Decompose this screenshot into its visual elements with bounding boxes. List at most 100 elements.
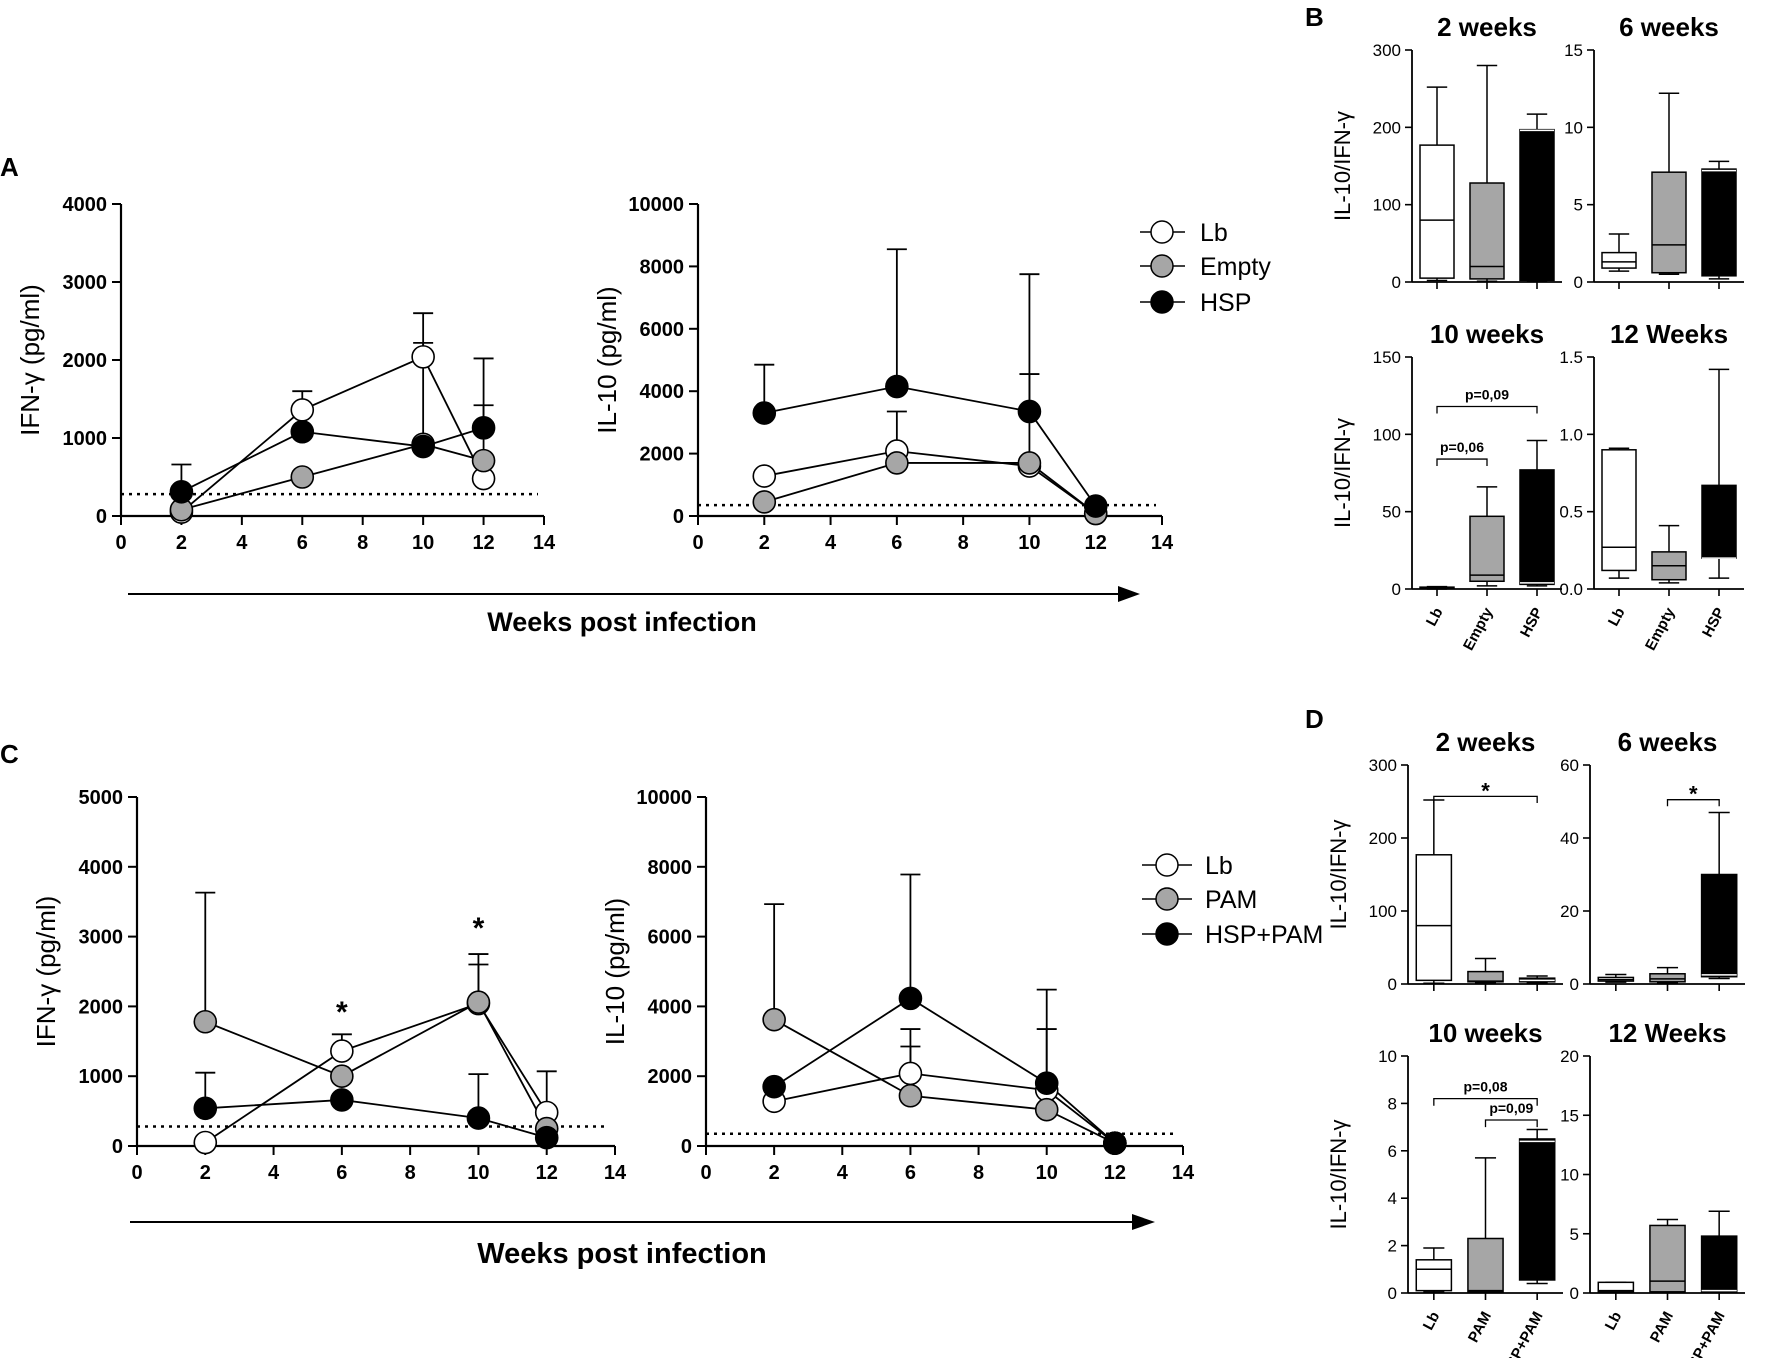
box	[1597, 1281, 1635, 1293]
box	[1701, 484, 1737, 559]
legend-label-empty: Empty	[1200, 253, 1271, 281]
y-tick-label: 100	[1373, 425, 1401, 444]
x-tick-label: 10	[412, 532, 434, 554]
box-chart-d-10weeks: 10 weeks 0 2 4 6 8 10 IL-10/IFN-γ Lb PAM HSP+PAM p=…	[1326, 1018, 1563, 1358]
significance-label: p=0,06	[1440, 439, 1484, 455]
box-chart-d-12weeks: 12 Weeks 0 5 10 15 20 Lb PAM HSP+PAM	[1560, 1018, 1745, 1358]
box	[1419, 144, 1455, 279]
box	[1518, 1138, 1556, 1281]
y-tick-label: 0	[112, 1136, 123, 1158]
chart-title: 2 weeks	[1436, 727, 1536, 757]
data-point	[1017, 451, 1042, 475]
y-tick-label: 3000	[63, 272, 108, 294]
y-tick-label: 4	[1388, 1189, 1397, 1208]
x-tick-label: 14	[604, 1162, 627, 1184]
x-tick-label: 8	[405, 1162, 416, 1184]
legend-item-lb: Lb	[1140, 219, 1228, 247]
timeline-arrow-a	[128, 586, 1140, 602]
y-tick-label: 15	[1564, 41, 1583, 60]
y-axis-label: IL-10 (pg/ml)	[592, 286, 622, 433]
x-category-label: Lb	[1420, 1309, 1444, 1333]
y-tick-label: 8000	[648, 857, 693, 879]
legend-item-hsp-pam: HSP+PAM	[1142, 921, 1323, 949]
data-point	[752, 490, 777, 514]
x-category-label: HSP	[1699, 605, 1728, 640]
data-point	[534, 1125, 559, 1150]
box	[1467, 1237, 1504, 1293]
x-tick-label: 0	[131, 1162, 142, 1184]
box	[1701, 168, 1737, 277]
x-tick-label: 4	[236, 532, 248, 554]
box	[1601, 449, 1637, 572]
chart-title: 10 weeks	[1430, 319, 1544, 349]
y-tick-label: 10	[1564, 118, 1583, 137]
chart-title: 12 Weeks	[1608, 1018, 1726, 1048]
data-point	[466, 1106, 491, 1130]
significance-star: *	[473, 912, 485, 945]
data-point	[290, 398, 315, 422]
legend-label-hsp-pam: HSP+PAM	[1205, 921, 1323, 949]
y-tick-label: 15	[1560, 1106, 1579, 1125]
box	[1700, 873, 1738, 978]
x-tick-label: 12	[472, 532, 494, 554]
line-chart-a-ifn: 0 1000 2000 3000 4000 0 2 4 6 8 10 12 14 IFN-γ (pg/ml…	[15, 194, 556, 554]
series-line	[180, 355, 485, 513]
chart-title: 12 Weeks	[1610, 319, 1728, 349]
x-tick-label: 6	[336, 1162, 347, 1184]
data-point	[1083, 494, 1108, 518]
x-tick-label: 14	[1151, 532, 1174, 554]
y-tick-label: 200	[1373, 118, 1401, 137]
y-tick-label: 0	[1570, 975, 1579, 994]
box	[1415, 1259, 1453, 1292]
y-tick-label: 0.0	[1559, 580, 1583, 599]
y-tick-label: 1000	[63, 428, 108, 450]
x-category-label: Lb	[1605, 605, 1629, 629]
y-tick-label: 1000	[79, 1066, 124, 1088]
y-tick-label: 100	[1369, 902, 1397, 921]
data-point	[290, 465, 315, 489]
x-tick-label: 0	[700, 1162, 711, 1184]
y-tick-label: 10	[1560, 1166, 1579, 1185]
x-tick-label: 4	[268, 1162, 280, 1184]
data-point	[411, 345, 435, 369]
data-point	[1034, 1071, 1059, 1095]
data-point	[330, 1064, 354, 1088]
y-tick-label: 8000	[640, 256, 685, 278]
x-category-label: Lb	[1602, 1309, 1626, 1333]
panel-letter-D: D	[1305, 704, 1324, 734]
y-tick-label: 2	[1388, 1237, 1397, 1256]
timeline-arrow-c	[130, 1214, 1155, 1230]
data-point	[1017, 399, 1042, 424]
x-tick-label: 6	[905, 1162, 916, 1184]
y-tick-label: 200	[1369, 829, 1397, 848]
y-tick-label: 6000	[648, 927, 693, 949]
x-tick-label: 14	[1172, 1162, 1195, 1184]
y-tick-label: 0	[1388, 1284, 1397, 1303]
box-chart-b-12weeks: 12 Weeks 0.0 0.5 1.0 1.5 Lb Empty HSP	[1559, 319, 1744, 653]
y-axis-label: IFN-γ (pg/ml)	[15, 284, 45, 436]
data-point	[193, 1130, 218, 1155]
panel-letter-A: A	[0, 152, 19, 182]
data-point	[471, 448, 496, 473]
y-tick-label: 10000	[636, 787, 692, 809]
y-tick-label: 1.5	[1559, 348, 1583, 367]
significance-bracket	[1433, 795, 1538, 803]
y-tick-label: 20	[1560, 1047, 1579, 1066]
series-line	[181, 427, 484, 493]
y-tick-label: 0	[673, 506, 684, 528]
legend-item-empty: Empty	[1140, 253, 1271, 281]
y-tick-label: 10	[1378, 1047, 1397, 1066]
y-tick-label: 2000	[79, 996, 124, 1018]
data-point	[193, 1009, 218, 1034]
data-point	[898, 986, 923, 1011]
legend-item-lb: Lb	[1142, 852, 1233, 880]
y-tick-label: 6	[1388, 1142, 1397, 1161]
data-point	[898, 1083, 923, 1108]
significance-bracket	[1433, 1098, 1538, 1106]
legend-label-hsp: HSP	[1200, 289, 1251, 317]
box	[1601, 251, 1637, 269]
box	[1651, 171, 1687, 274]
y-tick-label: 150	[1373, 348, 1401, 367]
box	[1415, 854, 1453, 982]
